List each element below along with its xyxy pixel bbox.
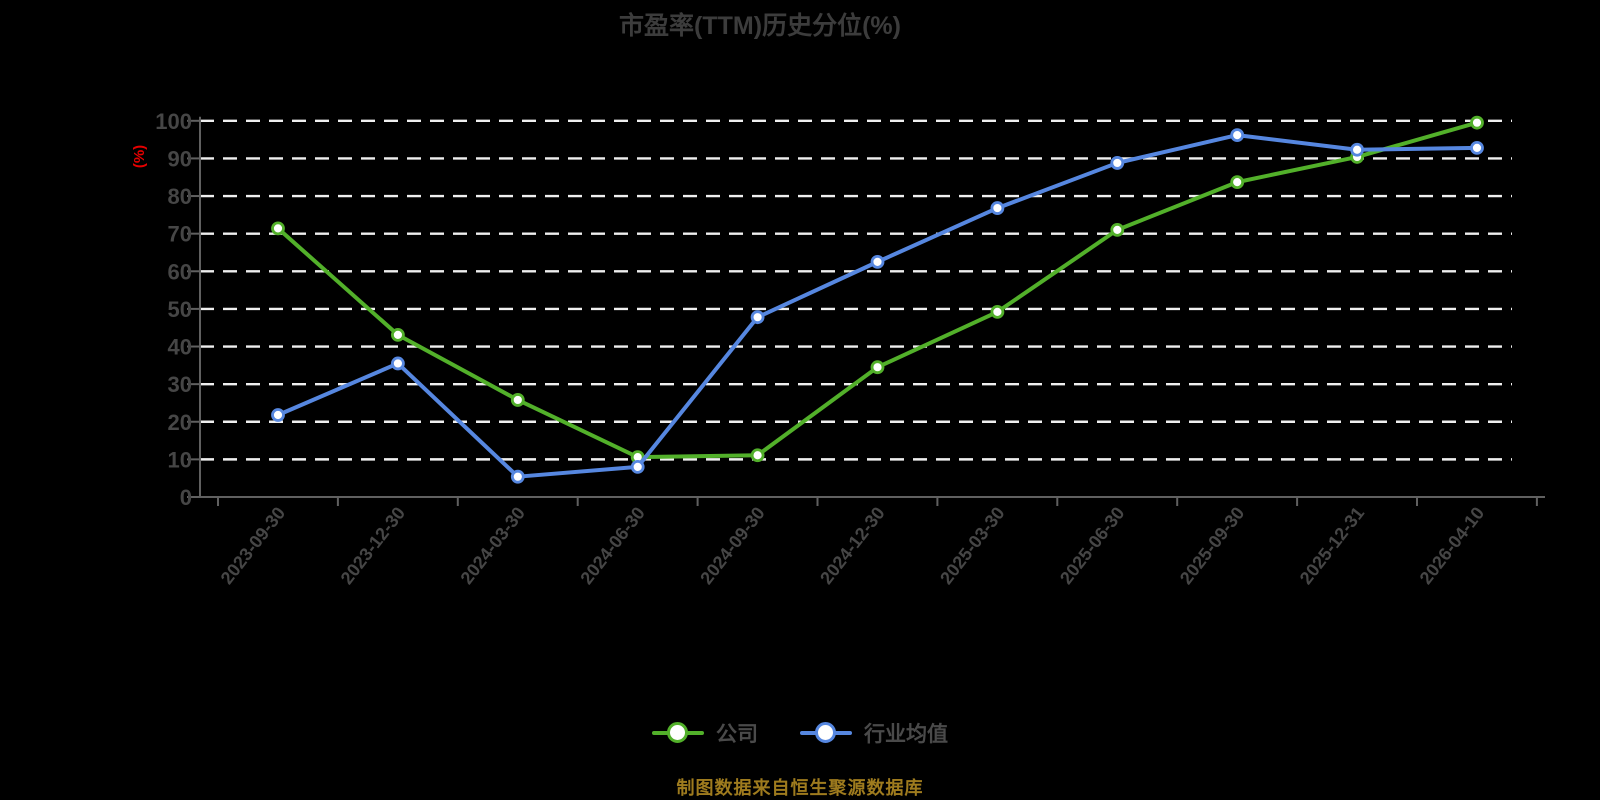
industry-average-line-point-2025-06-30[interactable] [1110, 156, 1125, 170]
company-line-point-2024-03-30[interactable] [510, 393, 525, 407]
x-tick-label-2023-12-30: 2023-12-30 [337, 503, 409, 588]
chart-title: 市盈率(TTM)历史分位(%) [619, 12, 901, 40]
company-line [276, 120, 1479, 460]
legend-label-company: 公司 [716, 723, 758, 746]
industry-average-line-point-2025-03-30[interactable] [990, 201, 1005, 215]
x-tick-label-2024-06-30: 2024-06-30 [576, 503, 648, 588]
y-tick-label-0: 0 [180, 485, 192, 510]
company-series-marker-icon [652, 721, 704, 745]
industry-average-line-point-2025-12-31[interactable] [1350, 142, 1364, 157]
industry-average-line-point-2023-09-30[interactable] [271, 408, 285, 422]
y-tick-label-80: 80 [168, 184, 192, 209]
company-line-point-2023-12-30[interactable] [390, 327, 405, 342]
y-tick-label-50: 50 [168, 297, 192, 322]
industry-average-line-point-2024-12-30[interactable] [870, 254, 885, 269]
legend-label-industry-average: 行业均值 [864, 723, 948, 746]
industry-average-line [276, 133, 1479, 479]
y-tick-label-100: 100 [155, 109, 192, 134]
company-line-point-2024-12-30[interactable] [870, 360, 885, 375]
industry-average-line-point-2023-12-30[interactable] [390, 356, 405, 371]
industry-average-line-point-2024-03-30[interactable] [510, 469, 525, 484]
company-line-point-2025-06-30[interactable] [1110, 222, 1125, 237]
x-tick-label-2025-06-30: 2025-06-30 [1056, 503, 1128, 588]
chart-legend: 公司 行业均值 [0, 718, 1600, 748]
x-tick-label-2025-09-30: 2025-09-30 [1176, 503, 1248, 588]
industry-series-marker-icon [800, 721, 852, 745]
industry-average-line-point-2026-04-10[interactable] [1470, 140, 1484, 155]
data-source-note: 制图数据来自恒生聚源数据库 [676, 778, 924, 798]
y-tick-label-60: 60 [168, 259, 192, 284]
x-tick-label-2024-12-30: 2024-12-30 [816, 503, 888, 588]
company-line-point-2025-09-30[interactable] [1230, 175, 1245, 190]
y-tick-label-30: 30 [168, 372, 192, 397]
y-tick-label-20: 20 [168, 410, 192, 435]
industry-average-line-point-2025-09-30[interactable] [1230, 128, 1245, 142]
x-tick-label-2024-03-30: 2024-03-30 [457, 503, 529, 588]
y-tick-label-70: 70 [168, 222, 192, 247]
y-tick-label-40: 40 [168, 335, 192, 360]
legend-item-industry-average[interactable]: 行业均值 [800, 718, 948, 748]
industry-average-line-point-2024-09-30[interactable] [750, 310, 765, 325]
company-line-point-2026-04-10[interactable] [1470, 115, 1484, 130]
y-tick-label-10: 10 [168, 447, 192, 472]
x-tick-label-2025-03-30: 2025-03-30 [936, 503, 1008, 588]
company-line-point-2023-09-30[interactable] [271, 221, 285, 236]
x-tick-label-2025-12-31: 2025-12-31 [1296, 503, 1368, 588]
industry-average-line-point-2024-06-30[interactable] [630, 460, 645, 474]
x-tick-label-2026-04-10: 2026-04-10 [1416, 503, 1488, 588]
company-line-point-2024-09-30[interactable] [750, 448, 765, 463]
legend-item-company[interactable]: 公司 [652, 718, 758, 748]
x-tick-label-2023-09-30: 2023-09-30 [217, 503, 289, 588]
y-tick-label-90: 90 [168, 146, 192, 171]
company-line-point-2025-03-30[interactable] [990, 305, 1005, 319]
x-tick-label-2024-09-30: 2024-09-30 [696, 503, 768, 588]
